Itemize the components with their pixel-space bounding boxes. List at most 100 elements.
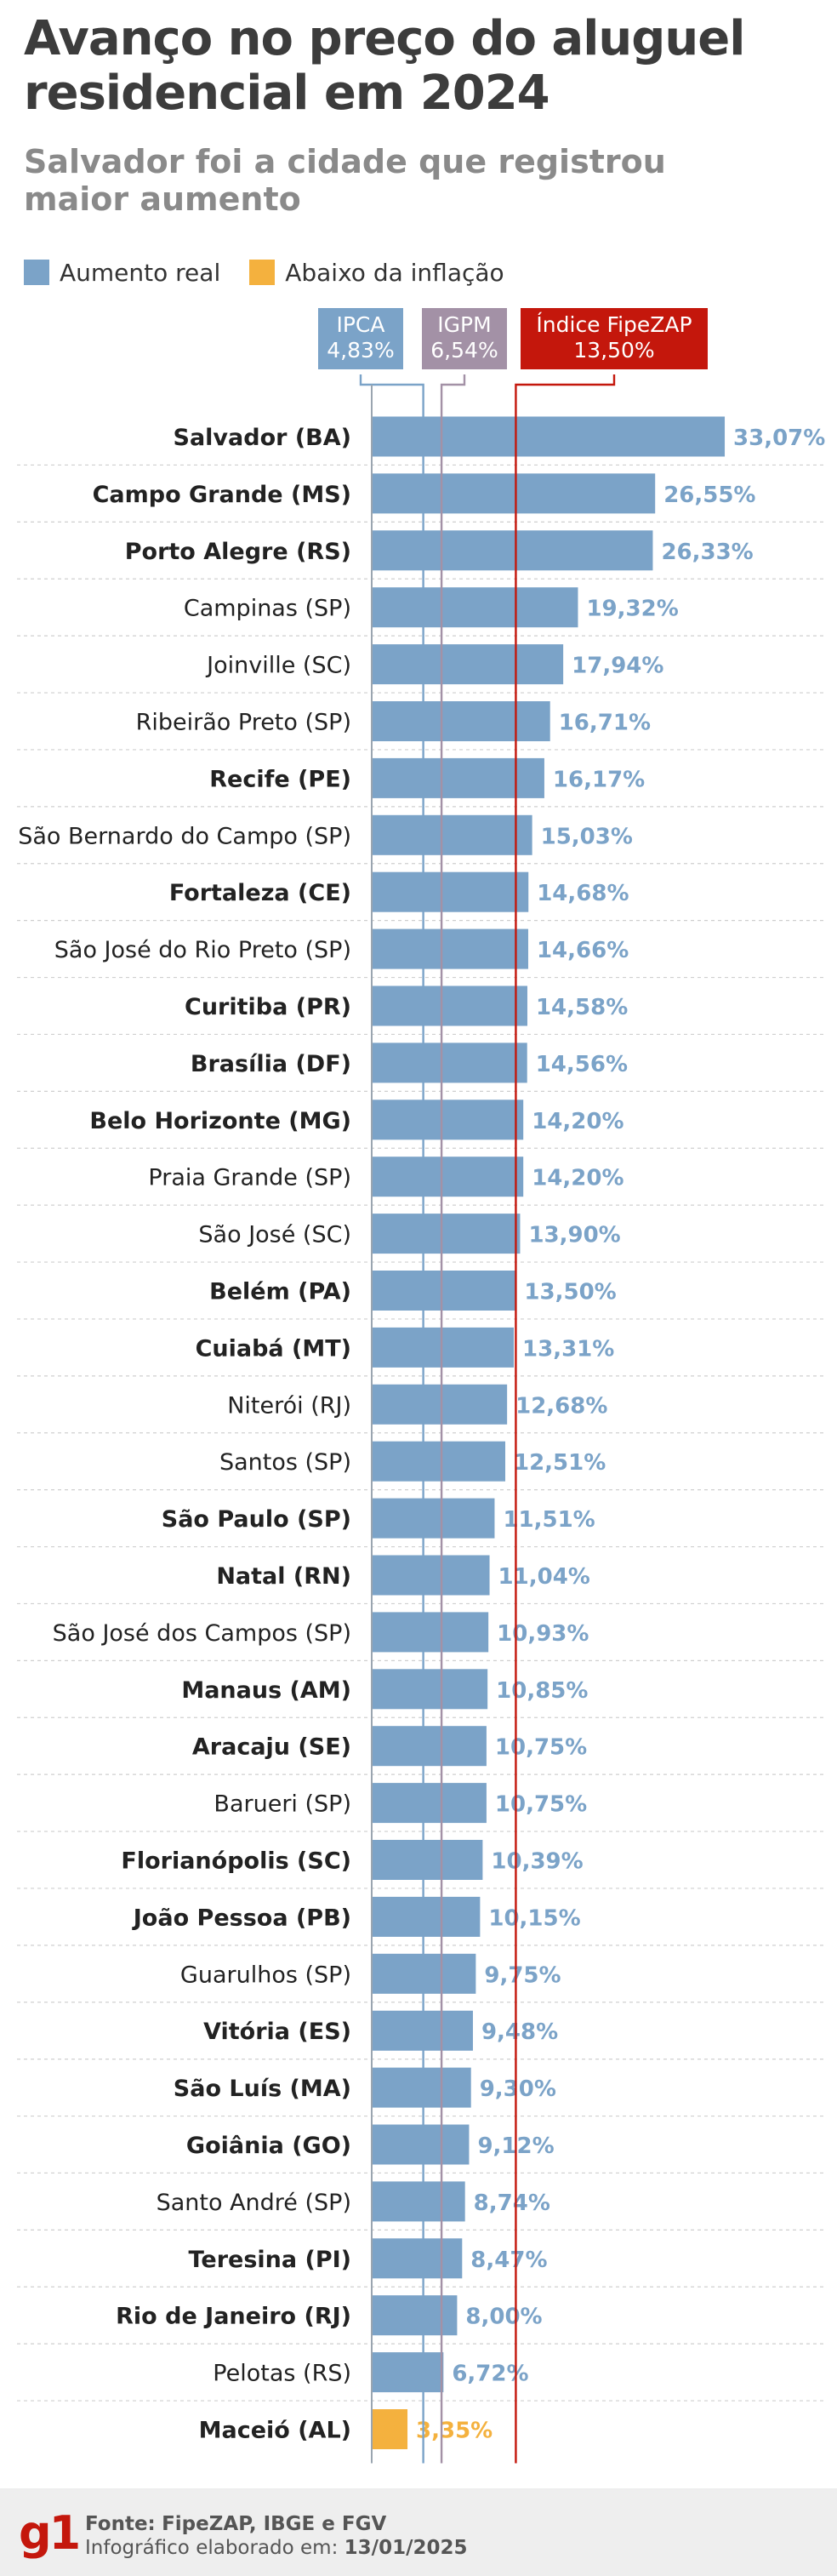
legend-item-below: Abaixo da inflação: [249, 259, 504, 287]
credit-date: 13/01/2025: [344, 2537, 468, 2559]
category-label: Curitiba (PR): [185, 994, 351, 1020]
source-label: Fonte:: [85, 2513, 156, 2535]
value-label: 11,51%: [503, 1507, 595, 1533]
value-label: 16,71%: [559, 711, 651, 736]
bar: [372, 1896, 481, 1937]
value-label: 8,74%: [474, 2190, 550, 2216]
value-label: 14,20%: [532, 1109, 623, 1134]
value-label: 10,39%: [491, 1849, 583, 1875]
chart-legend: Aumento real Abaixo da inflação: [24, 254, 533, 291]
value-label: 6,72%: [452, 2362, 528, 2387]
legend-label-below: Abaixo da inflação: [285, 258, 504, 287]
bar: [372, 701, 550, 741]
value-label: 13,50%: [524, 1280, 616, 1305]
ref-box-ipca: IPCA 4,83%: [318, 308, 403, 369]
value-label: 10,75%: [495, 1792, 587, 1818]
value-label: 3,35%: [416, 2419, 493, 2444]
bar: [372, 2124, 470, 2165]
bar: [372, 1214, 521, 1254]
category-label: Santos (SP): [219, 1449, 351, 1476]
value-label: 15,03%: [541, 824, 633, 849]
bar: [372, 2181, 465, 2222]
bar: [372, 2352, 444, 2393]
category-label: Belém (PA): [209, 1279, 351, 1305]
category-label: Brasília (DF): [191, 1051, 351, 1077]
bar: [372, 1669, 488, 1710]
legend-swatch-below: [249, 260, 276, 285]
category-label: São Paulo (SP): [162, 1506, 351, 1533]
source-value: FipeZAP, IBGE e FGV: [162, 2513, 387, 2535]
category-label: Salvador (BA): [174, 425, 352, 451]
bar: [372, 1042, 527, 1083]
value-label: 8,00%: [465, 2305, 542, 2330]
subtitle-line-2: maior aumento: [24, 180, 301, 218]
ref-name-igpm: IGPM: [437, 312, 492, 337]
value-label: 14,56%: [536, 1052, 628, 1077]
bar: [372, 1441, 506, 1482]
bar: [372, 814, 532, 855]
ref-box-fipezap: Índice FipeZAP 13,50%: [521, 308, 708, 369]
value-label: 33,07%: [733, 426, 825, 451]
credit-label: Infográfico elaborado em:: [85, 2537, 339, 2559]
value-label: 19,32%: [586, 597, 678, 622]
value-label: 16,17%: [553, 767, 645, 792]
category-label: São José do Rio Preto (SP): [54, 937, 351, 963]
bar-chart: Salvador (BA) 33,07% Campo Grande (MS) 26,5…: [17, 374, 825, 2464]
reference-line-igpm: [440, 374, 466, 2464]
bar: [372, 1783, 487, 1824]
value-label: 14,68%: [537, 881, 629, 906]
category-label: Barueri (SP): [214, 1791, 351, 1818]
bar: [372, 1271, 516, 1311]
category-label: São José dos Campos (SP): [53, 1620, 351, 1647]
category-label: Manaus (AM): [181, 1677, 351, 1704]
category-label: Maceió (AL): [199, 2418, 351, 2444]
bar: [372, 2409, 408, 2449]
legend-label-real: Aumento real: [60, 258, 221, 287]
bar: [372, 1498, 495, 1539]
legend-item-real: Aumento real: [24, 259, 220, 287]
value-label: 14,66%: [537, 938, 629, 963]
category-label: Joinville (SC): [205, 653, 351, 679]
page-title: Avanço no preço do aluguel residencial e…: [24, 12, 823, 121]
category-label: Fortaleza (CE): [169, 880, 351, 906]
category-label: Recife (PE): [209, 766, 351, 792]
category-label: Cuiabá (MT): [196, 1335, 351, 1362]
bar: [372, 1840, 483, 1880]
value-label: 9,75%: [484, 1962, 561, 1988]
category-label: João Pessoa (PB): [132, 1905, 351, 1931]
bar: [372, 1157, 524, 1197]
reference-line-ipca: [359, 374, 424, 2464]
category-label: Santo André (SP): [157, 2190, 351, 2216]
footer-source: Fonte: FipeZAP, IBGE e FGV Infográfico e…: [85, 2512, 467, 2560]
value-label: 9,48%: [481, 2019, 558, 2045]
credit-line: Infográfico elaborado em: 13/01/2025: [85, 2536, 467, 2560]
value-label: 11,04%: [498, 1564, 590, 1590]
bar: [372, 985, 527, 1026]
ref-name-fipezap: Índice FipeZAP: [536, 312, 692, 337]
category-label: Praia Grande (SP): [148, 1165, 351, 1191]
ref-box-igpm: IGPM 6,54%: [422, 308, 507, 369]
category-label: Campinas (SP): [184, 596, 351, 622]
category-label: Natal (RN): [216, 1563, 351, 1590]
reference-line--ndice-fipezap: [515, 374, 616, 2464]
ref-value-igpm: 6,54%: [430, 338, 498, 363]
bar: [372, 644, 564, 685]
value-label: 13,31%: [522, 1336, 614, 1362]
category-label: São Bernardo do Campo (SP): [18, 823, 351, 849]
title-line-1: Avanço no preço do aluguel: [24, 11, 745, 66]
category-label: São José (SC): [198, 1222, 351, 1248]
bar: [372, 871, 529, 912]
bar: [372, 1327, 515, 1368]
bar: [372, 1100, 524, 1140]
ref-name-ipca: IPCA: [336, 312, 385, 337]
title-line-2: residencial em 2024: [24, 66, 550, 121]
category-label: Teresina (PI): [189, 2247, 351, 2273]
value-label: 26,55%: [663, 483, 755, 508]
bar: [372, 2238, 463, 2279]
value-label: 10,75%: [495, 1735, 587, 1761]
category-label: Guarulhos (SP): [180, 1962, 351, 1988]
category-label: São Luís (MA): [174, 2076, 351, 2102]
category-label: Pelotas (RS): [213, 2361, 351, 2387]
value-label: 14,20%: [532, 1166, 623, 1191]
category-label: Aracaju (SE): [192, 1734, 351, 1761]
